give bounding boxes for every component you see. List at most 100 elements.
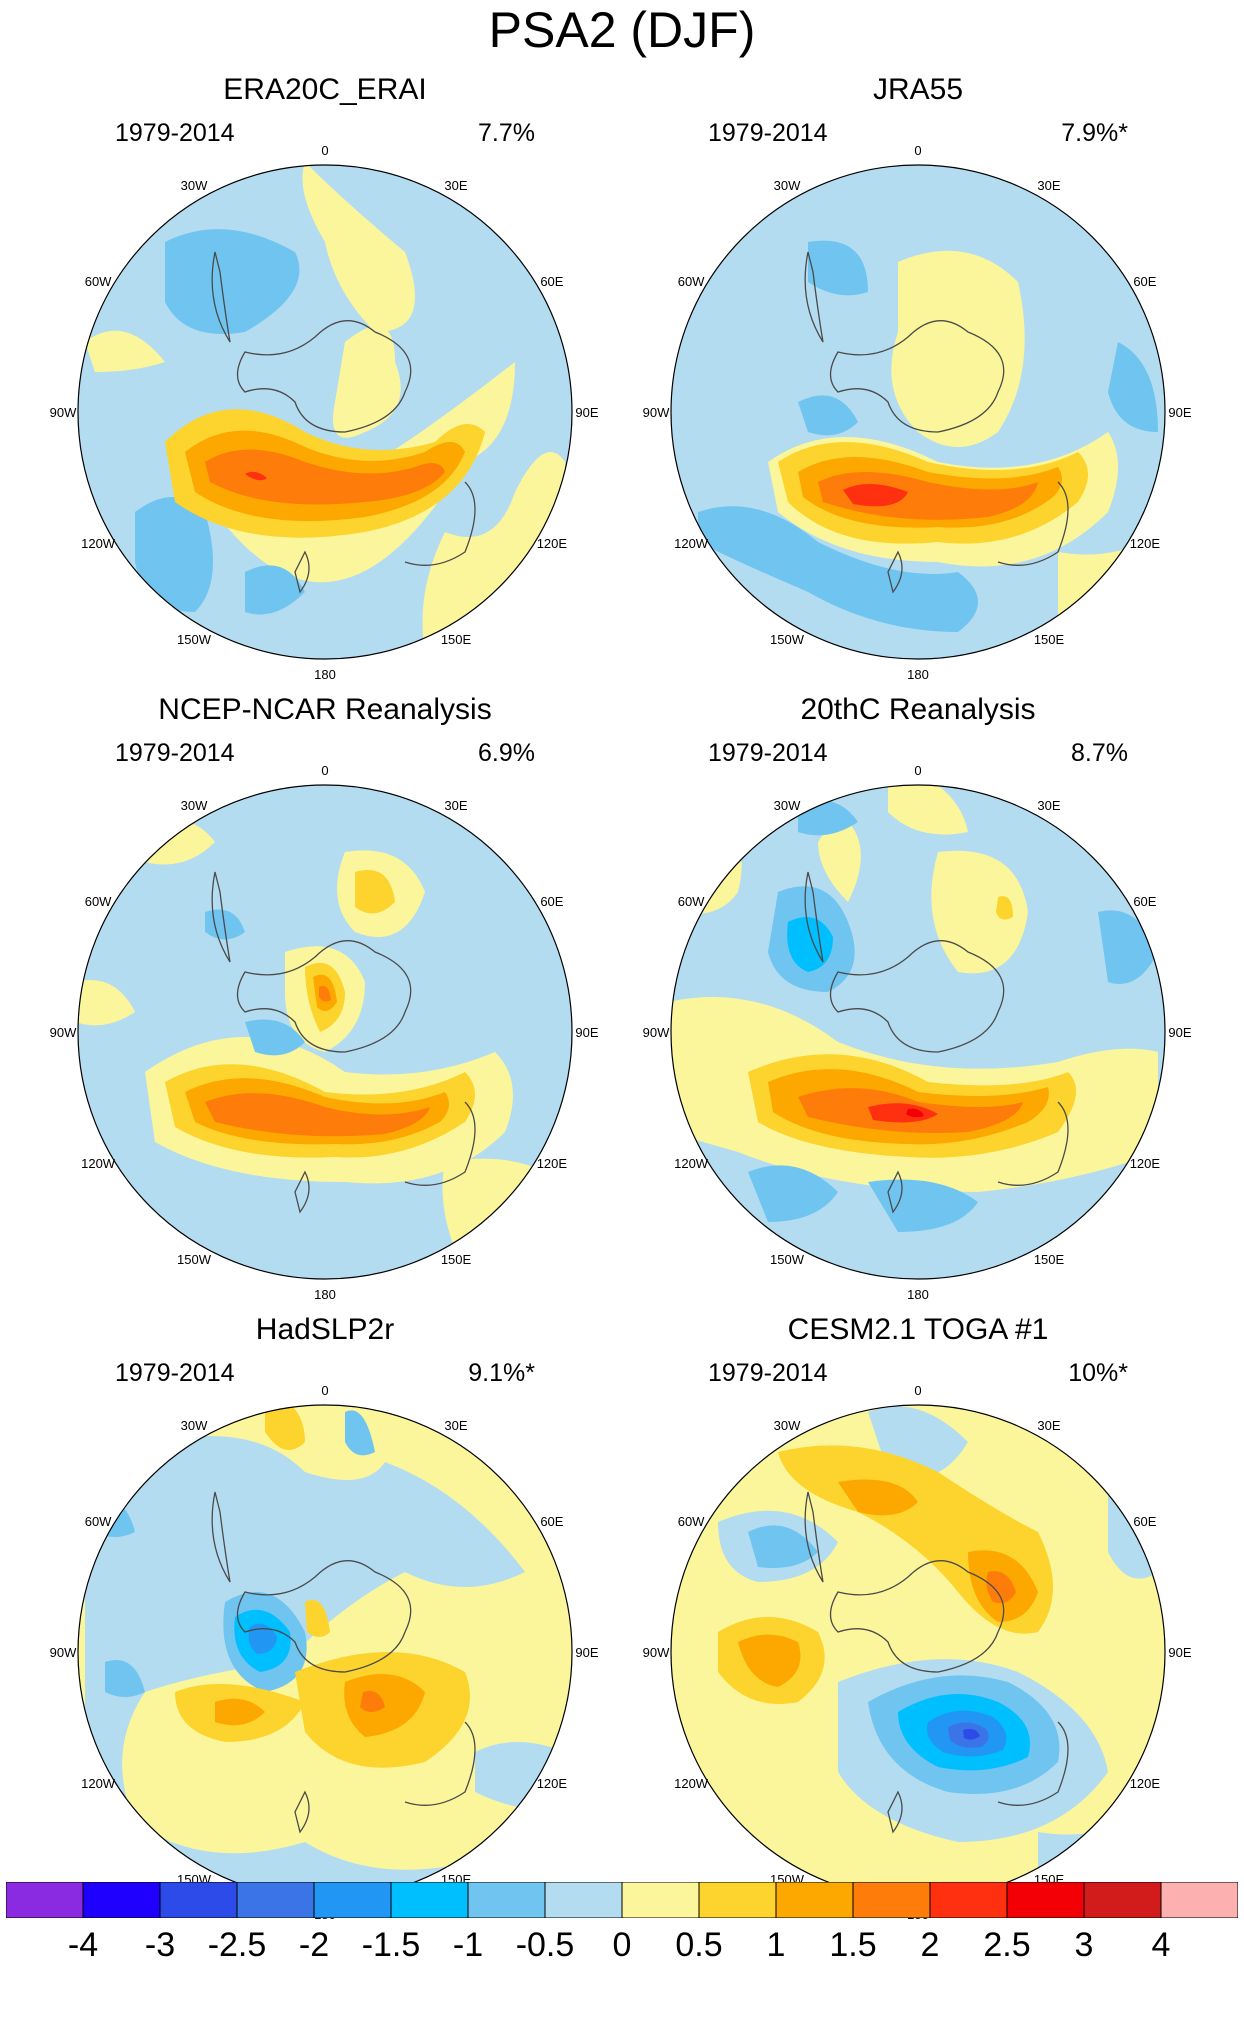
colorbar-tick-label: -1 — [452, 1926, 484, 1964]
contour-positive — [906, 1108, 924, 1118]
longitude-label: 120W — [81, 1776, 116, 1791]
longitude-label: 60W — [678, 274, 705, 289]
longitude-label: 0 — [321, 763, 328, 778]
contour-positive — [245, 471, 267, 481]
panel-title: JRA55 — [872, 73, 964, 106]
map-boundary — [670, 164, 1166, 660]
longitude-label: 0 — [321, 1383, 328, 1398]
colorbar-swatch — [852, 1882, 931, 1918]
longitude-label: 30W — [774, 178, 801, 193]
colorbar-swatch — [544, 1882, 623, 1918]
contour-positive — [205, 1093, 430, 1137]
longitude-label: 120E — [537, 1156, 568, 1171]
longitude-label: 90E — [575, 405, 598, 420]
panel-title: NCEP-NCAR Reanalysis — [158, 693, 492, 726]
longitude-label: 0 — [321, 143, 328, 158]
contour-positive — [888, 785, 968, 835]
panel-cesm21-toga: CESM2.1 TOGA #1 1979-2014 10%* 0 30E 6 — [638, 1312, 1198, 1932]
longitude-label: 120W — [674, 1156, 709, 1171]
longitude-label: 150W — [770, 1252, 805, 1267]
longitude-label: 150E — [441, 632, 472, 647]
contour-positive — [996, 896, 1013, 920]
contour-negative — [798, 395, 858, 436]
colorbar-swatch — [698, 1882, 777, 1918]
panel-title: CESM2.1 TOGA #1 — [787, 1313, 1049, 1346]
longitude-label: 90W — [50, 1025, 77, 1040]
contour-positive — [78, 980, 135, 1026]
longitude-label: 30E — [444, 798, 467, 813]
contour-negative — [698, 506, 978, 632]
contour-positive — [838, 1479, 918, 1516]
longitude-label: 60W — [85, 274, 112, 289]
longitude-label: 30W — [181, 1418, 208, 1433]
longitude-label: 150W — [770, 632, 805, 647]
colorbar-swatch — [159, 1882, 238, 1918]
longitude-label: 120E — [1130, 1156, 1161, 1171]
contour-positive — [818, 472, 1038, 520]
contour-positive — [843, 483, 908, 507]
longitude-label: 30W — [181, 798, 208, 813]
longitude-labels: 0 30E 60E 90E 120E 150E 180 150W 120W 90W 60W 30W — [50, 143, 599, 682]
landmass-outline — [804, 1491, 1069, 1834]
contour-positive — [360, 1691, 385, 1712]
longitude-labels: 0 30E 60E 90E 120E 150E 180 150W 120W 90W 60W 30W — [643, 143, 1192, 682]
longitude-label: 150E — [1034, 1252, 1065, 1267]
contour-positive — [355, 870, 395, 914]
colorbar-swatch — [313, 1882, 392, 1918]
longitude-label: 180 — [907, 1287, 929, 1302]
colorbar-swatch — [1160, 1882, 1238, 1918]
colorbar — [6, 1882, 1238, 1918]
panel-period: 1979-2014 — [708, 119, 828, 147]
contour-negative — [748, 1165, 838, 1222]
colorbar-tick-label: 2 — [920, 1926, 940, 1964]
contour-positive — [305, 1600, 330, 1637]
longitude-label: 90W — [643, 405, 670, 420]
panel-variance: 7.9%* — [1061, 119, 1128, 147]
contour-positive — [205, 449, 445, 505]
colorbar-tick-label: -0.5 — [515, 1926, 575, 1964]
contour-positive — [738, 1634, 801, 1687]
map-boundary — [670, 784, 1166, 1280]
longitude-label: 30W — [774, 1418, 801, 1433]
longitude-label: 30E — [444, 178, 467, 193]
colorbar-labels: -4 -3 -2.5 -2 -1.5 -1 -0.5 0 0.5 1 1.5 2 2.5 3 4 — [6, 1925, 1238, 1965]
longitude-label: 60E — [540, 1514, 563, 1529]
contour-negative — [245, 1019, 305, 1056]
contour-positive — [215, 1698, 265, 1726]
panel-variance: 10%* — [1068, 1359, 1128, 1387]
contour-negative — [248, 1623, 277, 1654]
panel-period: 1979-2014 — [115, 1359, 235, 1387]
longitude-label: 30W — [181, 178, 208, 193]
colorbar-swatch — [6, 1882, 84, 1918]
colorbar-swatch — [1006, 1882, 1085, 1918]
longitude-label: 120W — [81, 1156, 116, 1171]
contour-positive — [85, 330, 165, 372]
contour-negative — [185, 1520, 265, 1566]
longitude-label: 150W — [177, 632, 212, 647]
contour-negative — [963, 1728, 980, 1740]
figure-title: PSA2 (DJF) — [488, 2, 756, 58]
longitude-label: 180 — [314, 667, 336, 682]
contour-negative — [105, 1660, 145, 1697]
longitude-label: 0 — [914, 763, 921, 778]
longitude-labels: 0 30E 60E 90E 120E 150E 180 150W 120W 90W 60W 30W — [643, 763, 1192, 1302]
longitude-label: 60W — [678, 1514, 705, 1529]
colorbar-swatch — [929, 1882, 1008, 1918]
longitude-label: 120W — [674, 1776, 709, 1791]
longitude-label: 150E — [1034, 632, 1065, 647]
contour-negative — [748, 1525, 818, 1568]
longitude-label: 180 — [907, 667, 929, 682]
panel-title: 20thC Reanalysis — [800, 693, 1036, 726]
longitude-label: 90W — [50, 1645, 77, 1660]
panel-period: 1979-2014 — [115, 739, 235, 767]
contour-positive — [319, 985, 331, 1002]
longitude-label: 120E — [1130, 536, 1161, 551]
colorbar-swatch — [82, 1882, 161, 1918]
longitude-label: 180 — [314, 1287, 336, 1302]
longitude-label: 0 — [914, 143, 921, 158]
longitude-label: 60W — [85, 894, 112, 909]
